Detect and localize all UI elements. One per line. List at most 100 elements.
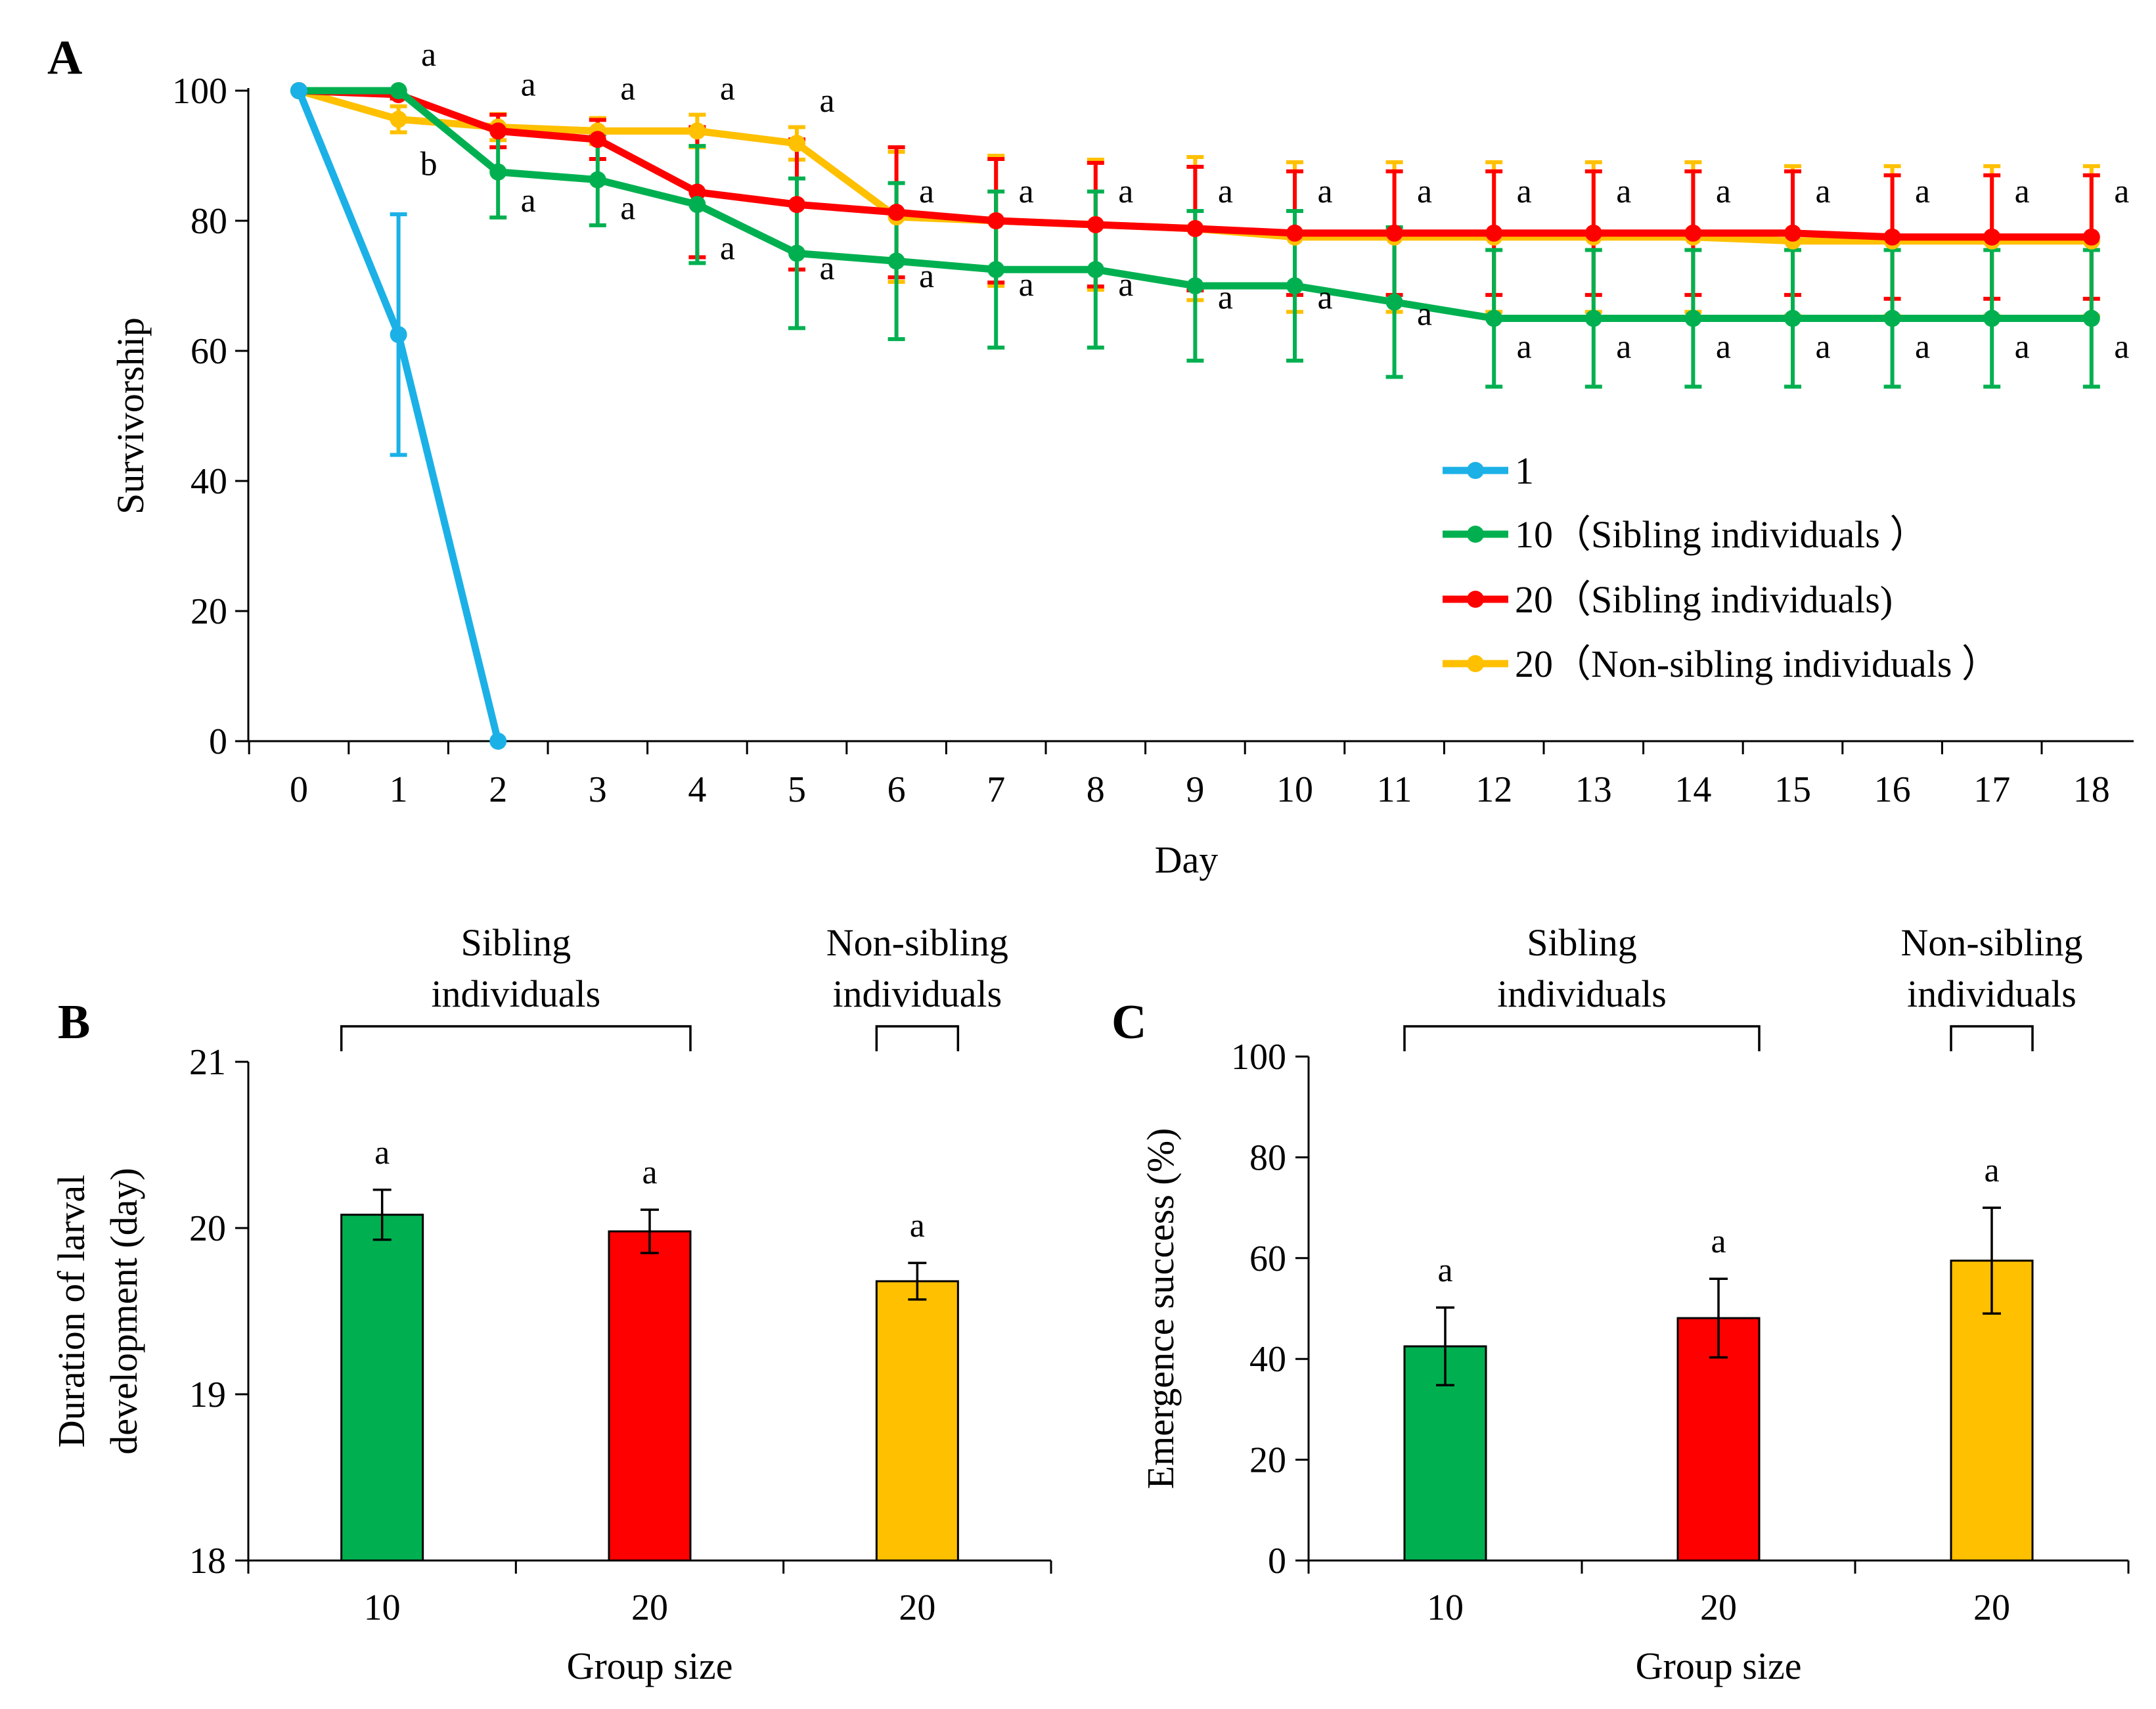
y-tick-label: 80: [191, 201, 227, 242]
data-point-marker: [1286, 277, 1303, 294]
x-tick-label: 20: [899, 1587, 935, 1628]
x-tick-label: 3: [589, 769, 607, 810]
x-axis-title: Day: [1155, 838, 1219, 881]
data-point-marker: [390, 110, 407, 128]
bar: [340, 1214, 424, 1562]
x-tick-label: 17: [1973, 769, 2010, 810]
x-tick-label: 20: [1700, 1587, 1737, 1628]
significance-letter: a: [1218, 279, 1233, 317]
legend-swatch-marker: [1467, 591, 1484, 608]
significance-letter: a: [1417, 295, 1432, 332]
significance-letter: a: [2015, 173, 2030, 210]
y-tick-label: 100: [1231, 1037, 1286, 1078]
data-point-marker: [1485, 309, 1503, 327]
x-tick-label: 4: [688, 769, 706, 810]
x-tick-label: 6: [887, 769, 906, 810]
significance-letter: a: [1616, 329, 1631, 366]
x-tick-label: 0: [290, 769, 308, 810]
significance-letter: a: [642, 1154, 657, 1191]
data-point-marker: [1286, 224, 1303, 242]
group-bracket: [875, 1025, 960, 1051]
significance-letter: a: [1716, 173, 1731, 210]
x-axis-title: Group size: [1636, 1645, 1802, 1687]
legend-label: 20（Sibling individuals): [1515, 578, 1893, 621]
significance-letter: a: [1437, 1252, 1452, 1289]
significance-letter: a: [374, 1134, 390, 1172]
legend-label: 20（Non-sibling individuals ）: [1515, 643, 2000, 685]
data-point-marker: [2082, 228, 2100, 246]
data-point-marker: [589, 131, 606, 148]
y-axis-title: Duration of larval: [50, 1175, 93, 1448]
data-point-marker: [1883, 309, 1901, 327]
significance-letter: a: [521, 66, 536, 103]
significance-letter: a: [1815, 329, 1830, 366]
significance-letter: a: [2114, 329, 2129, 366]
group-bracket: [1950, 1025, 2034, 1051]
data-point-marker: [1784, 309, 1801, 327]
y-axis-title: development (day): [102, 1168, 145, 1454]
y-tick-label: 20: [189, 1208, 226, 1249]
x-tick-label: 9: [1186, 769, 1204, 810]
significance-letter: a: [1915, 329, 1930, 366]
x-tick-label: 16: [1874, 769, 1911, 810]
y-axis-title: Survivorship: [109, 317, 152, 514]
legend-swatch-marker: [1467, 526, 1484, 543]
significance-letter: a: [1984, 1152, 1999, 1189]
bracket-label: individuals: [1497, 972, 1667, 1015]
x-tick-label: 11: [1377, 769, 1412, 810]
group-bracket: [1403, 1025, 1761, 1051]
y-tick-label: 60: [191, 331, 227, 372]
y-tick-label: 20: [191, 591, 227, 632]
significance-letter: a: [1317, 279, 1332, 317]
panel-a-letter: A: [47, 31, 82, 85]
data-point-marker: [688, 122, 706, 140]
y-tick-label: 20: [1249, 1440, 1286, 1481]
data-point-marker: [688, 183, 706, 201]
data-point-marker: [1485, 224, 1503, 242]
x-axis-title: Group size: [567, 1645, 733, 1687]
bar: [875, 1280, 959, 1562]
legend-swatch-marker: [1467, 462, 1484, 479]
bracket-label: Sibling: [461, 921, 572, 964]
significance-letter: a: [1118, 266, 1133, 304]
x-tick-label: 8: [1087, 769, 1105, 810]
y-tick-label: 21: [189, 1042, 226, 1083]
data-point-marker: [1983, 309, 2001, 327]
data-point-marker: [987, 212, 1005, 229]
y-tick-label: 80: [1249, 1137, 1286, 1178]
y-tick-label: 40: [1249, 1339, 1286, 1380]
y-tick-label: 18: [189, 1541, 226, 1582]
bar: [608, 1230, 692, 1562]
data-point-marker: [788, 135, 805, 152]
y-axis-title: Emergence success (%): [1139, 1128, 1182, 1490]
bracket-label: Non-sibling: [1900, 921, 2082, 964]
x-tick-label: 15: [1774, 769, 1811, 810]
y-tick-label: 100: [172, 71, 227, 112]
x-tick-label: 10: [364, 1587, 401, 1628]
significance-letter: a: [1711, 1223, 1726, 1260]
data-point-marker: [1087, 261, 1104, 279]
x-tick-label: 20: [631, 1587, 668, 1628]
significance-letter: a: [1317, 173, 1332, 210]
significance-letter: a: [819, 250, 834, 287]
data-point-marker: [887, 252, 905, 270]
significance-letter: a: [1118, 173, 1133, 210]
data-point-marker: [1087, 216, 1104, 233]
data-point-marker: [290, 82, 307, 99]
x-tick-label: 2: [489, 769, 507, 810]
data-point-marker: [1684, 224, 1702, 242]
y-tick-label: 40: [191, 461, 227, 502]
significance-letter: a: [521, 182, 536, 219]
panel-letter: B: [58, 995, 90, 1049]
group-bracket: [340, 1025, 692, 1051]
data-point-marker: [1186, 277, 1204, 294]
data-point-marker: [1883, 228, 1901, 246]
y-tick-label: 0: [209, 721, 227, 762]
significance-letter: a: [2015, 329, 2030, 366]
x-tick-label: 1: [390, 769, 408, 810]
data-point-marker: [788, 196, 805, 214]
significance-letter: a: [1218, 173, 1233, 210]
